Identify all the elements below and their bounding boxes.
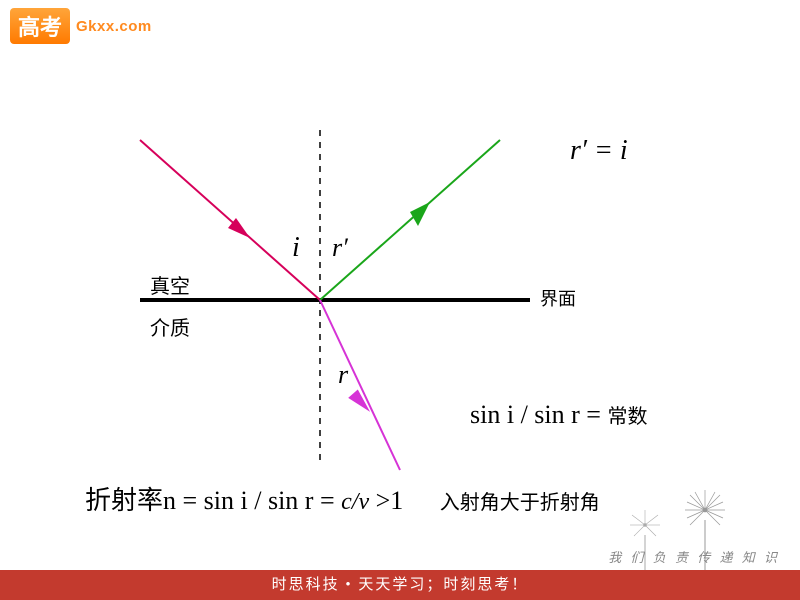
footer-bar: 时思科技 • 天天学习；时刻思考！	[0, 570, 800, 600]
reflected-ray	[320, 140, 500, 300]
tagline: 我 们 负 责 传 递 知 识	[608, 547, 780, 566]
refracted-ray	[320, 300, 400, 470]
snell-lhs: sin i / sin r =	[470, 400, 607, 429]
index-formula: 折射率n = sin i / sin r = c/v >1 入射角大于折射角	[85, 480, 600, 517]
angle-i-label: i	[292, 232, 300, 264]
angle-r-label: r	[338, 360, 348, 390]
interface-label: 界面	[540, 285, 576, 311]
reflection-eq: r′ = i	[570, 135, 628, 167]
angle-rprime-label: r′	[332, 233, 348, 263]
snell-rhs: 常数	[607, 406, 647, 428]
logo: 高考 Gkxx.com	[10, 8, 152, 44]
refracted-arrow	[346, 388, 373, 412]
index-cv: c/v	[341, 489, 369, 515]
logo-url: Gkxx.com	[76, 18, 152, 35]
logo-badge: 高考	[10, 8, 70, 44]
vacuum-label: 真空	[150, 270, 190, 299]
reflected-arrow	[410, 202, 430, 226]
snell-formula: sin i / sin r = 常数	[470, 400, 647, 430]
index-gt: >1	[376, 486, 404, 515]
medium-label: 介质	[150, 312, 190, 341]
index-note: 入射角大于折射角	[440, 492, 600, 514]
index-prefix: 折射率n = sin i / sin r =	[85, 486, 341, 515]
